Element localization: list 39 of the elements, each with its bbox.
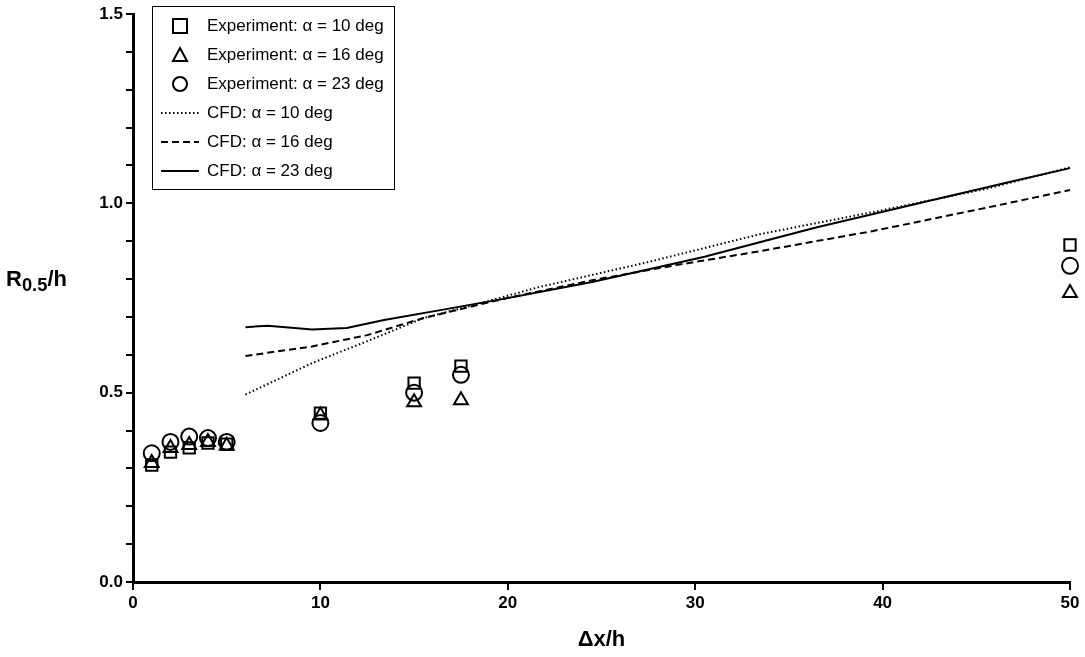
point xyxy=(163,445,178,459)
x-tick-label: 0 xyxy=(128,592,138,612)
point xyxy=(407,376,421,390)
point xyxy=(1063,238,1077,252)
point xyxy=(1062,284,1078,299)
x-axis-title: Δx/h xyxy=(577,625,626,651)
point xyxy=(142,444,161,463)
y-tick-label: 1.5 xyxy=(99,3,123,23)
legend-label: CFD: α = 16 deg xyxy=(207,131,333,152)
legend-label: Experiment: α = 16 deg xyxy=(207,44,384,65)
point xyxy=(145,458,159,472)
y-axis-title: R$_{0.5}$/h xyxy=(6,266,67,297)
point xyxy=(182,441,196,455)
point xyxy=(453,391,469,406)
x-tick-label: 40 xyxy=(873,592,893,612)
legend-label: Experiment: α = 23 deg xyxy=(207,73,384,94)
point xyxy=(454,359,468,373)
x-tick-label: 10 xyxy=(310,592,330,612)
point xyxy=(180,427,199,446)
point xyxy=(201,436,215,450)
legend-label: Experiment: α = 10 deg xyxy=(207,15,384,36)
legend-label: CFD: α = 10 deg xyxy=(207,102,333,123)
point xyxy=(162,438,179,453)
point xyxy=(181,435,198,450)
point xyxy=(405,383,424,402)
point xyxy=(143,454,160,469)
point xyxy=(451,365,470,384)
point xyxy=(217,432,236,451)
point xyxy=(311,413,330,432)
y-tick-label: 0.0 xyxy=(99,571,123,591)
y-tick-label: 0.5 xyxy=(99,382,123,402)
point xyxy=(406,393,423,408)
point xyxy=(1061,256,1079,275)
x-tick-label: 30 xyxy=(685,592,705,612)
x-tick-label: 20 xyxy=(498,592,518,612)
x-tick-label: 50 xyxy=(1060,592,1080,612)
point xyxy=(161,432,180,451)
legend-label: CFD: α = 23 deg xyxy=(207,160,333,181)
y-tick-label: 1.0 xyxy=(99,193,123,213)
